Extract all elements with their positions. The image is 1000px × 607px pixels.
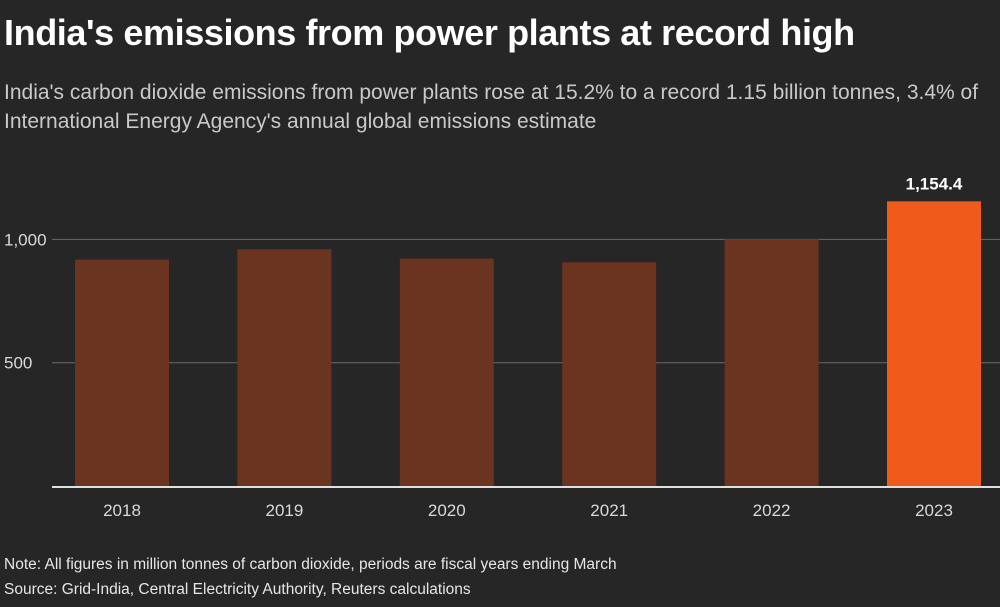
bar-2019 xyxy=(237,249,332,486)
y-tick-label: 1,000 xyxy=(4,230,47,249)
bar-2018 xyxy=(75,259,169,486)
chart-note: Note: All figures in million tonnes of c… xyxy=(4,556,617,573)
y-tick-label: 500 xyxy=(4,354,32,373)
bar-2022 xyxy=(724,239,819,486)
x-tick-label: 2022 xyxy=(753,501,791,520)
chart-title: India's emissions from power plants at r… xyxy=(4,12,855,53)
x-tick-label: 2021 xyxy=(590,501,628,520)
bar-chart: 500 1,000 2018 2019 2020 2021 2022 2023 1,154.4 xyxy=(4,174,1000,520)
bar-2020 xyxy=(399,258,494,486)
x-tick-label: 2020 xyxy=(428,501,466,520)
data-label: 1,154.4 xyxy=(906,174,963,193)
chart-subtitle: India's carbon dioxide emissions from po… xyxy=(4,81,979,133)
bar-2023 xyxy=(887,201,981,486)
x-tick-label: 2018 xyxy=(103,501,141,520)
chart-source: Source: Grid-India, Central Electricity … xyxy=(4,581,471,598)
bar-2021 xyxy=(562,262,657,486)
x-tick-label: 2019 xyxy=(265,501,303,520)
x-tick-label: 2023 xyxy=(915,501,953,520)
